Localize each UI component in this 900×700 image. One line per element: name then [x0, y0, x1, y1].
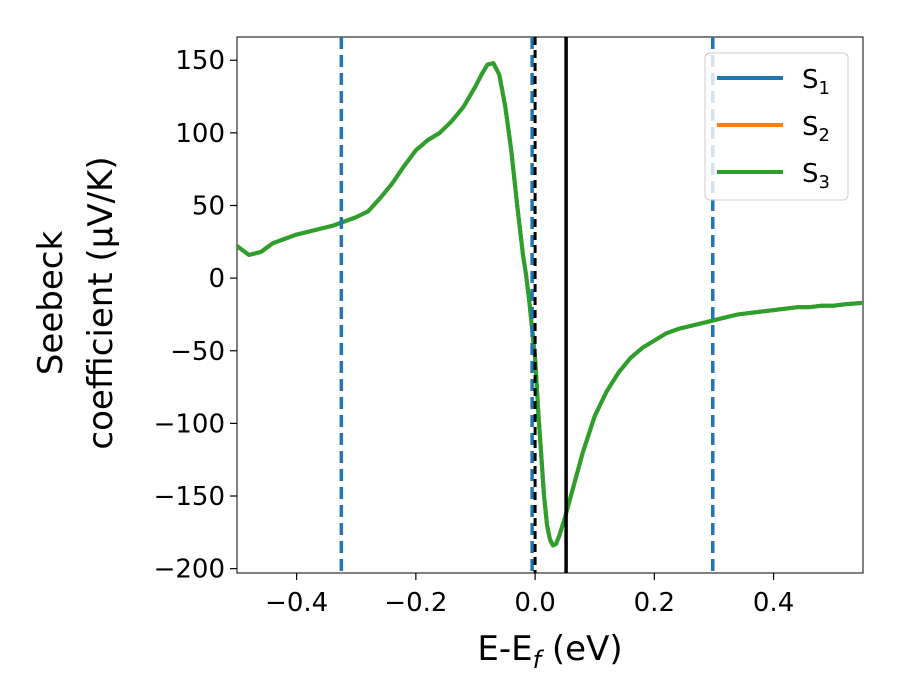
legend-label-s1: S1 — [802, 65, 830, 99]
x-tick-label: 0.0 — [514, 588, 555, 618]
x-tick-label: 0.4 — [753, 588, 794, 618]
y-tick-label: 0 — [208, 264, 225, 294]
y-tick-label: 50 — [192, 191, 225, 221]
x-tick-label: −0.2 — [384, 588, 447, 618]
legend-label-s2: S2 — [802, 112, 830, 146]
data-curves — [237, 61, 863, 548]
series-line-s3 — [237, 61, 863, 548]
y-axis-label: Seebeck coefficient (μV/K) — [31, 156, 121, 449]
x-axis-label-unit: (eV) — [541, 629, 623, 669]
legend-item-s3: S3 — [717, 159, 830, 193]
y-tick-label: −50 — [170, 337, 225, 367]
x-tick-label: −0.4 — [265, 588, 328, 618]
y-axis-label-line2: coefficient (μV/K) — [81, 156, 121, 449]
legend-s2-name: S — [802, 112, 819, 142]
legend-s3-sub: 3 — [819, 172, 830, 193]
plot-frame — [236, 36, 864, 574]
x-axis-label-main: E-E — [477, 629, 532, 669]
legend-s1-sub: 1 — [819, 78, 830, 99]
legend-label-s3: S3 — [802, 159, 830, 193]
legend-s1-name: S — [802, 65, 819, 95]
legend: S1 S2 S3 — [704, 52, 849, 201]
y-axis-ticks: −200 −150 −100 −50 0 50 100 150 — [154, 46, 237, 585]
plot-area — [236, 36, 864, 574]
legend-item-s2: S2 — [717, 112, 830, 146]
legend-item-s1: S1 — [717, 65, 830, 99]
y-tick-label: −100 — [154, 409, 225, 439]
x-axis-ticks: −0.4 −0.2 0.0 0.2 0.4 — [265, 573, 794, 618]
vertical-reference-lines — [339, 37, 715, 573]
x-tick-label: 0.2 — [634, 588, 675, 618]
legend-s3-name: S — [802, 159, 819, 189]
legend-s2-sub: 2 — [819, 125, 830, 146]
y-tick-label: −200 — [154, 555, 225, 585]
y-axis-label-line1: Seebeck — [31, 231, 71, 376]
y-tick-label: −150 — [154, 482, 225, 512]
y-tick-label: 100 — [175, 119, 225, 149]
y-tick-label: 150 — [175, 46, 225, 76]
x-axis-label: E-Ef (eV) — [477, 629, 622, 674]
